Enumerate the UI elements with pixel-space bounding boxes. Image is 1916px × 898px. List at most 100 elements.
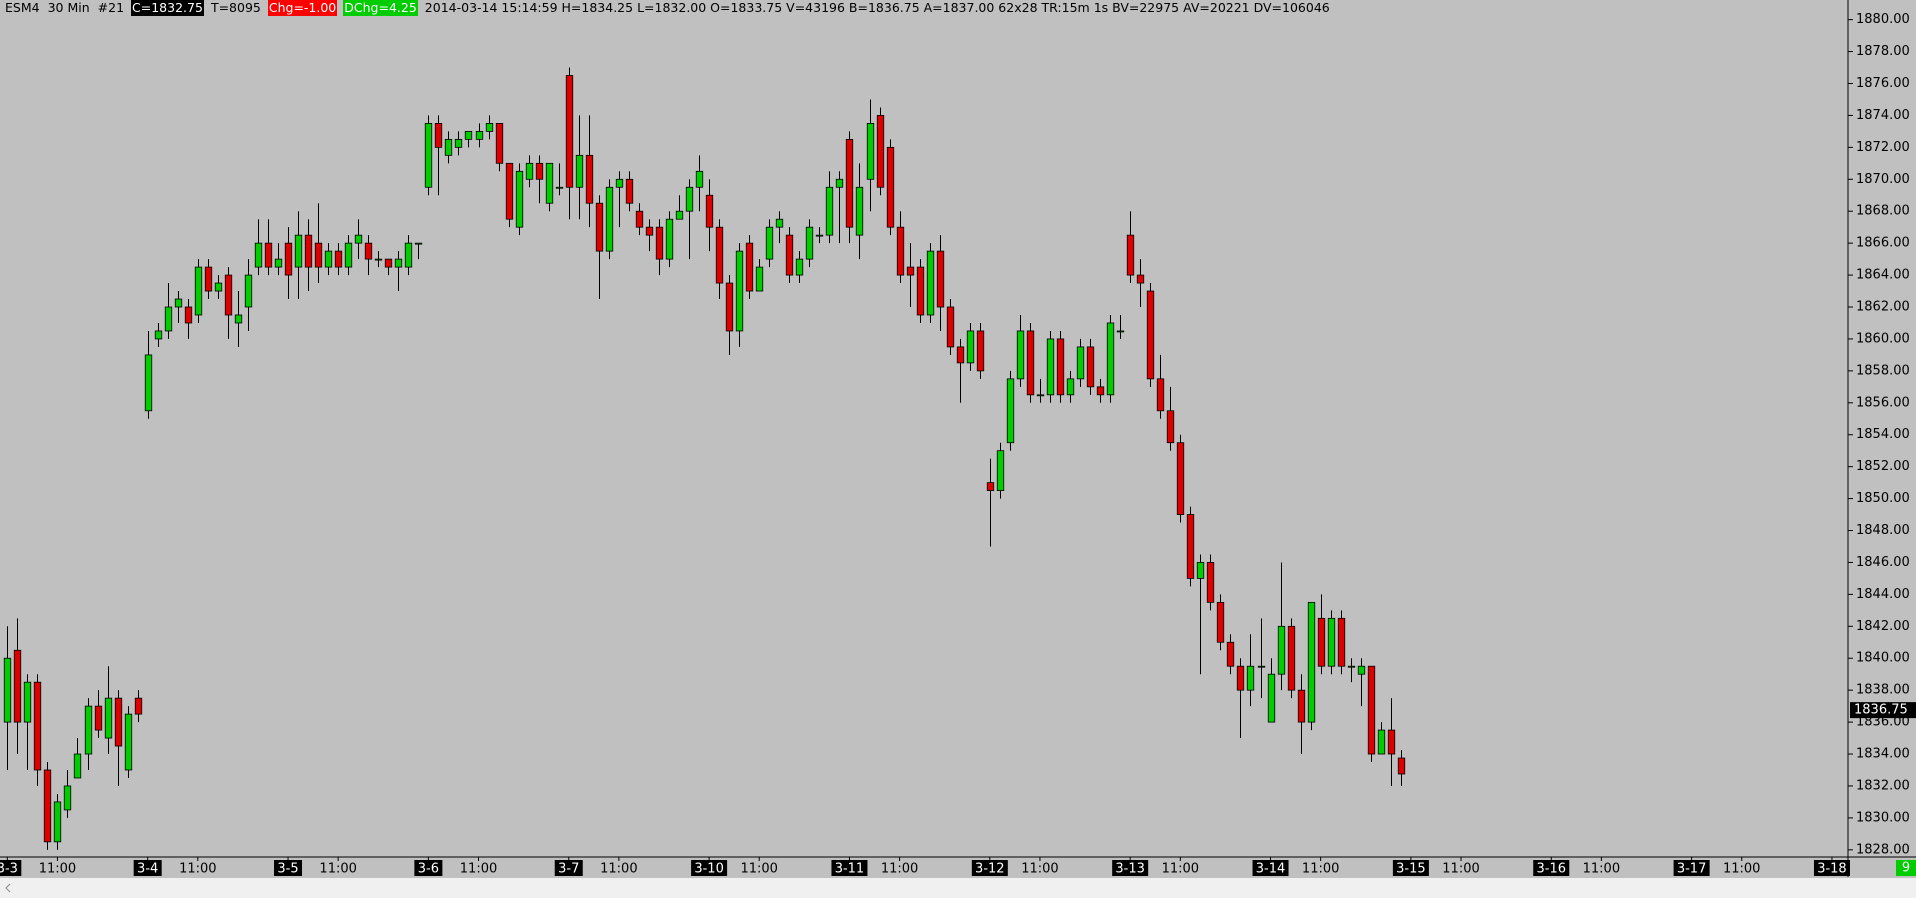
candle-body [324, 250, 333, 268]
candle-body [936, 250, 945, 308]
candle-body [1347, 665, 1356, 668]
candle-body [1196, 562, 1205, 579]
candle-body [495, 123, 504, 164]
candles [3, 67, 1406, 850]
candle-body [1267, 673, 1276, 723]
candle-body [254, 242, 263, 268]
y-tick-label: 1846.00 [1856, 555, 1910, 570]
y-tick-label: 1836.00 [1856, 715, 1910, 730]
candle-body [1246, 665, 1255, 691]
x-tick-label: 3-16 [1536, 862, 1566, 877]
candle-body [354, 234, 363, 244]
scrollbar [0, 878, 1916, 898]
candle-body [1287, 625, 1296, 691]
header-item: #21 [97, 0, 125, 15]
x-date-label-bg [414, 860, 443, 876]
candle-body [1116, 330, 1125, 333]
x-tick-label: 11:00 [319, 862, 356, 877]
x-date-label-bg [691, 860, 728, 876]
candle-body [1186, 514, 1195, 579]
y-tick-label: 1868.00 [1856, 204, 1910, 219]
x-tick-label: 11:00 [1583, 862, 1620, 877]
candle-body [725, 282, 734, 332]
candle-body [314, 242, 323, 268]
candle-body [1096, 386, 1105, 396]
candle-body [475, 130, 484, 140]
candle-body [966, 330, 975, 364]
y-tick-label: 1834.00 [1856, 747, 1910, 762]
candle-body [23, 681, 32, 723]
x-date-label-bg [1673, 860, 1710, 876]
candle-body [1156, 378, 1165, 412]
y-tick-label: 1872.00 [1856, 140, 1910, 155]
candle-body [515, 170, 524, 228]
candle-body [454, 138, 463, 148]
candle-body [825, 186, 834, 236]
candle-body [835, 178, 844, 188]
candle-body [1106, 322, 1115, 396]
candle-body [735, 250, 744, 332]
candle-body [13, 649, 22, 723]
x-tick-label: 11:00 [1302, 862, 1339, 877]
candle-body [1216, 601, 1225, 643]
candle-body [1066, 378, 1075, 396]
candle-body [705, 194, 714, 228]
candle-body [545, 162, 554, 204]
candle-body [394, 258, 403, 268]
header-item: T=8095 [210, 0, 261, 15]
candle-body [43, 769, 52, 843]
price-marker-bg [1850, 702, 1916, 719]
candle-body [755, 266, 764, 292]
candle-body [615, 178, 624, 188]
candle-body [625, 178, 634, 204]
x-tick-label: 11:00 [1723, 862, 1760, 877]
candle-body [585, 154, 594, 204]
candle-body [866, 123, 875, 180]
candle-body [635, 210, 644, 228]
x-tick-label: 11:00 [1162, 862, 1199, 877]
candle-body [525, 162, 534, 180]
y-tick-label: 1866.00 [1856, 236, 1910, 251]
x-tick-label: 3-13 [1115, 862, 1145, 877]
y-tick-label: 1862.00 [1856, 300, 1910, 315]
candle-body [715, 226, 724, 284]
candle-body [1036, 394, 1045, 397]
candle-body [264, 242, 273, 268]
candle-body [695, 170, 704, 188]
candle-body [996, 450, 1005, 492]
candle-body [1317, 617, 1326, 667]
candle-body [73, 753, 82, 779]
y-tick-label: 1848.00 [1856, 523, 1910, 538]
corner-label: 9 [1902, 861, 1910, 876]
candle-body [1136, 274, 1145, 284]
candle-body [1146, 290, 1155, 380]
candle-body [565, 75, 574, 188]
x-tick-label: 3-7 [558, 862, 579, 877]
candle-body [224, 274, 233, 316]
y-tick-label: 1842.00 [1856, 619, 1910, 634]
candle-body [675, 210, 684, 220]
candle-body [775, 218, 784, 228]
x-tick-label: 11:00 [600, 862, 637, 877]
candle-body [364, 242, 373, 260]
candle-body [745, 242, 754, 292]
candle-body [1397, 757, 1406, 775]
candle-body [444, 138, 453, 156]
candle-body [1166, 410, 1175, 444]
x-tick-label: 11:00 [460, 862, 497, 877]
candle-body [124, 713, 133, 771]
candle-body [404, 242, 413, 268]
x-tick-label: 3-10 [694, 862, 724, 877]
candle-body [434, 123, 443, 148]
candle-body [1046, 338, 1055, 396]
candle-body [374, 258, 383, 261]
x-tick-label: 3-5 [277, 862, 298, 877]
candle-body [946, 306, 955, 348]
candle-body [464, 130, 473, 140]
y-tick-label: 1828.00 [1856, 842, 1910, 857]
candle-body [765, 226, 774, 260]
y-tick-label: 1878.00 [1856, 44, 1910, 59]
x-date-label-bg [1252, 860, 1289, 876]
y-tick-label: 1856.00 [1856, 395, 1910, 410]
candle-body [845, 138, 854, 228]
